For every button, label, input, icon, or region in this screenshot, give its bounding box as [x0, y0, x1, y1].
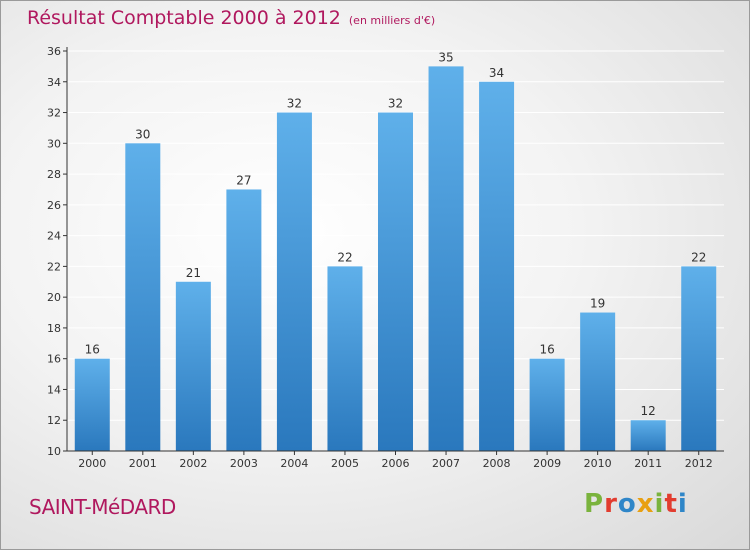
data-label-2002: 21	[186, 266, 201, 280]
y-tick-label: 16	[47, 353, 61, 366]
x-tick-label: 2004	[280, 457, 308, 470]
y-tick-label: 30	[47, 137, 61, 150]
data-label-2005: 22	[337, 250, 352, 264]
x-tick-label: 2005	[331, 457, 359, 470]
brand-logo: Proxiti	[584, 489, 688, 519]
data-label-2004: 32	[287, 97, 302, 111]
chart-title: Résultat Comptable 2000 à 2012	[27, 7, 341, 29]
data-label-2006: 32	[388, 97, 403, 111]
y-tick-label: 18	[47, 322, 61, 335]
y-tick-label: 28	[47, 168, 61, 181]
y-tick-label: 24	[47, 230, 61, 243]
bar-2002	[175, 281, 211, 451]
x-tick-label: 2001	[129, 457, 157, 470]
data-label-2001: 30	[135, 127, 150, 141]
y-tick-label: 26	[47, 199, 61, 212]
x-tick-label: 2011	[634, 457, 662, 470]
y-tick-label: 36	[47, 45, 61, 58]
bar-2010	[580, 312, 616, 451]
y-tick-label: 14	[47, 383, 61, 396]
x-tick-label: 2003	[230, 457, 258, 470]
x-tick-label: 2006	[382, 457, 410, 470]
data-label-2011: 12	[641, 404, 656, 418]
bar-2000	[74, 358, 110, 451]
x-tick-label: 2000	[78, 457, 106, 470]
data-label-2000: 16	[85, 343, 100, 357]
data-label-2008: 34	[489, 66, 504, 80]
bar-2009	[529, 358, 565, 451]
data-label-2010: 19	[590, 297, 605, 311]
data-label-2007: 35	[438, 50, 453, 64]
y-tick-label: 32	[47, 107, 61, 120]
y-tick-label: 12	[47, 414, 61, 427]
x-tick-label: 2010	[584, 457, 612, 470]
x-tick-label: 2012	[685, 457, 713, 470]
bar-2007	[428, 66, 464, 451]
bar-2012	[681, 266, 717, 451]
brand-letter: i	[677, 489, 688, 519]
bar-2003	[226, 189, 262, 451]
x-tick-label: 2008	[483, 457, 511, 470]
brand-letter: x	[636, 489, 655, 519]
brand-letter: i	[654, 489, 665, 519]
y-tick-label: 34	[47, 76, 61, 89]
location-name: SAINT-MéDARD	[29, 495, 176, 519]
y-tick-label: 20	[47, 291, 61, 304]
brand-letter: r	[604, 489, 618, 519]
chart-subtitle: (en milliers d'€)	[348, 14, 436, 27]
brand-letter: P	[584, 489, 605, 519]
x-tick-label: 2002	[179, 457, 207, 470]
x-tick-label: 2009	[533, 457, 561, 470]
brand-letter: o	[617, 489, 637, 519]
bar-2001	[125, 143, 161, 452]
data-label-2009: 16	[539, 343, 554, 357]
x-tick-label: 2007	[432, 457, 460, 470]
title-line: Résultat Comptable 2000 à 2012 (en millie…	[27, 7, 435, 29]
bar-2006	[378, 112, 413, 452]
y-tick-label: 10	[47, 445, 61, 458]
bar-2005	[327, 266, 363, 451]
data-label-2003: 27	[236, 173, 251, 187]
bar-2004	[276, 112, 312, 452]
y-tick-label: 22	[47, 260, 61, 273]
data-label-2012: 22	[691, 250, 706, 264]
bar-2008	[479, 81, 515, 452]
bar-2011	[630, 420, 666, 451]
brand-letter: t	[664, 489, 678, 519]
